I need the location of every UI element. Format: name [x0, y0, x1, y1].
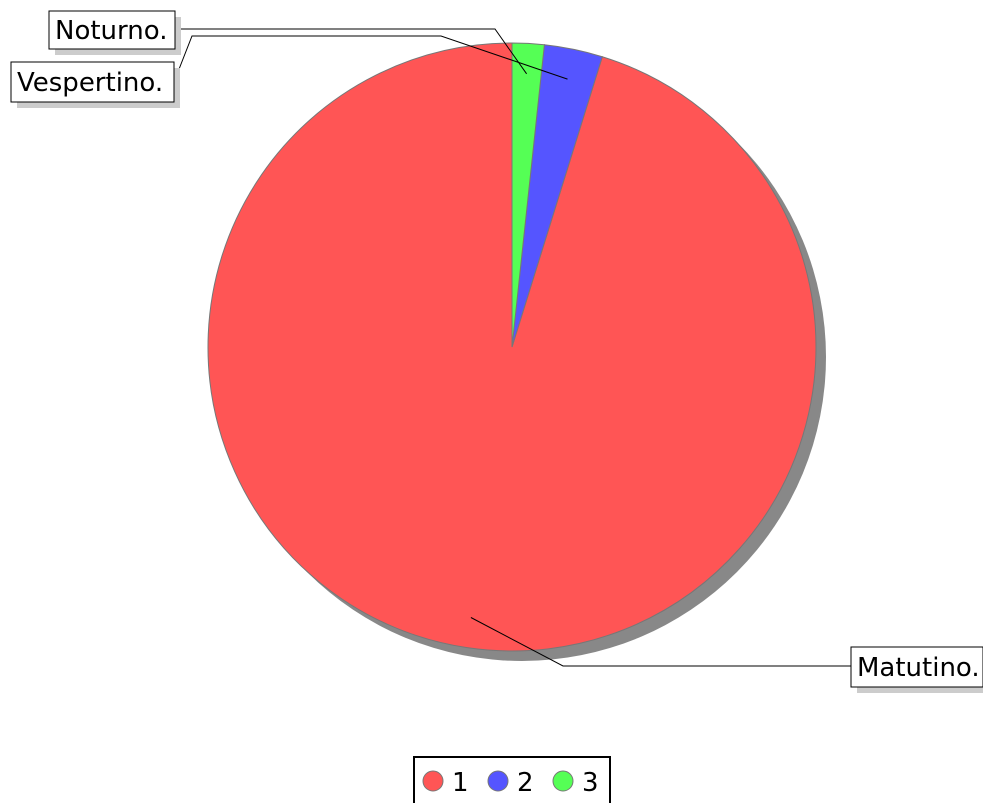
slice-label-text: Matutino.	[857, 653, 980, 683]
slice-label-1: Matutino.	[850, 646, 983, 693]
legend-label-1: 1	[452, 768, 469, 798]
legend-swatch-2	[487, 770, 509, 792]
label-box	[850, 646, 983, 688]
legend-swatch-3	[552, 770, 574, 792]
legend-label-2: 2	[517, 768, 534, 798]
pie-slice-3	[511, 42, 545, 348]
legend-box	[413, 756, 611, 803]
leader-line-1	[470, 617, 851, 667]
label-box	[10, 61, 175, 103]
legend-swatch-1	[422, 770, 444, 792]
label-box	[48, 10, 176, 50]
legend: 1 2 3	[413, 756, 611, 803]
legend-label-3: 3	[582, 768, 599, 798]
slice-label-text: Noturno.	[55, 16, 167, 46]
slice-label-2: Vespertino.	[10, 61, 180, 108]
leader-line-2	[173, 35, 568, 83]
slice-label-3: Noturno.	[48, 10, 181, 55]
leader-line-3	[175, 28, 528, 75]
slice-label-text: Vespertino.	[17, 68, 163, 98]
